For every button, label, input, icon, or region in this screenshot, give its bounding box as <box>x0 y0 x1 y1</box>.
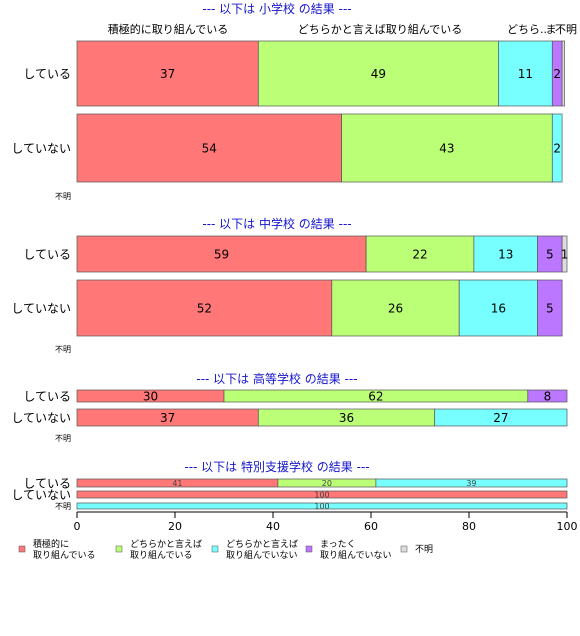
bar-segment <box>473 235 538 273</box>
row-label: している <box>23 476 71 490</box>
data-label: 13 <box>498 247 513 261</box>
legend-label: 取り組んでいる <box>130 549 193 561</box>
data-label: 59 <box>214 247 229 261</box>
header-label: どちらかと言えば取り組んでいる <box>298 23 462 36</box>
header-label: 積極的に取り組んでいる <box>108 22 228 36</box>
data-label: 30 <box>143 389 158 403</box>
row-label: している <box>23 247 71 261</box>
bar-segment <box>537 279 563 337</box>
bar-segment <box>561 40 565 107</box>
legend-label: 不明 <box>415 544 433 555</box>
legend-label: どちらかと言えば <box>226 538 298 550</box>
panel-3: --- 以下は 高等学校 の結果 --- している 30 62 8 していない 37 36 27… <box>11 371 568 443</box>
data-label: 20 <box>322 479 332 488</box>
data-label: 1 <box>561 247 569 261</box>
row-label: 不明 <box>55 192 71 201</box>
row-label: している <box>23 389 71 403</box>
data-label: 41 <box>172 479 182 488</box>
row-label: している <box>23 67 71 81</box>
bar-segment <box>257 40 499 107</box>
bar-segment <box>375 478 568 488</box>
legend-swatch <box>115 545 123 553</box>
legend-label: どちらかと言えば <box>130 538 202 550</box>
bar-segment <box>76 113 342 183</box>
data-label: 37 <box>160 411 175 425</box>
legend-swatch <box>211 545 219 553</box>
x-tick-label: 40 <box>266 520 280 533</box>
legend-label: まったく <box>320 539 356 550</box>
data-label: 16 <box>491 301 506 315</box>
data-label: 2 <box>553 141 561 155</box>
legend: 積極的に取り組んでいるどちらかと言えば取り組んでいるどちらかと言えば取り組んでい… <box>18 538 433 561</box>
data-label: 5 <box>546 301 554 315</box>
bar-segment <box>434 408 568 427</box>
bar-segment <box>76 502 568 510</box>
panel-4: --- 以下は 特別支援学校 の結果 --- している 41 20 39 していない 100… <box>11 459 568 511</box>
legend-swatch <box>400 545 408 553</box>
data-label: 49 <box>371 67 386 81</box>
panel-1: --- 以下は 小学校 の結果 --- 積極的に取り組んでいる どちらかと言えば取り… <box>11 1 577 201</box>
data-label: 54 <box>202 141 217 155</box>
bar-segment <box>561 235 568 273</box>
header-label: どちら.. <box>507 23 547 36</box>
data-label: 36 <box>339 411 354 425</box>
data-label: 100 <box>314 490 329 499</box>
row-label: 不明 <box>55 502 71 511</box>
data-label: 26 <box>388 301 403 315</box>
row-label: していない <box>11 411 71 425</box>
data-label: 62 <box>368 389 383 403</box>
bar-segment <box>537 235 563 273</box>
x-tick-label: 100 <box>557 520 578 533</box>
row-label: 不明 <box>55 434 71 443</box>
legend-label: 積極的に <box>33 538 69 550</box>
data-label: 22 <box>412 247 427 261</box>
chart-panels: --- 以下は 小学校 の結果 --- 積極的に取り組んでいる どちらかと言えば取り… <box>11 1 577 511</box>
data-label: 2 <box>553 67 561 81</box>
bar-segment <box>527 389 568 403</box>
bar-segment <box>76 490 568 499</box>
data-label: 52 <box>197 301 212 315</box>
bar-segment <box>365 235 475 273</box>
bar-segment <box>76 279 333 337</box>
data-label: 43 <box>439 141 454 155</box>
bar-segment <box>331 279 460 337</box>
x-tick-label: 80 <box>462 520 476 533</box>
legend-label: 取り組んでいない <box>226 549 298 561</box>
data-label: 8 <box>544 389 552 403</box>
bar-segment <box>551 113 563 183</box>
legend-swatch <box>18 545 26 553</box>
data-label: 27 <box>493 411 508 425</box>
legend-label: 取り組んでいる <box>33 549 96 561</box>
data-label: 11 <box>518 67 533 81</box>
panel-title: --- 以下は 小学校 の結果 --- <box>202 1 351 16</box>
panel-title: --- 以下は 特別支援学校 の結果 --- <box>184 459 369 474</box>
header-label: 不明 <box>555 23 577 36</box>
row-label: していない <box>11 141 71 155</box>
panel-title: --- 以下は 中学校 の結果 --- <box>202 216 351 231</box>
x-axis: 0 20 40 60 80 100 <box>74 511 578 533</box>
x-tick-label: 0 <box>74 520 81 533</box>
row-label: していない <box>11 488 71 502</box>
row-label: していない <box>11 301 71 315</box>
data-label: 5 <box>546 247 554 261</box>
data-label: 39 <box>466 479 476 488</box>
legend-swatch <box>305 545 313 553</box>
legend-label: 取り組んでいない <box>320 549 392 561</box>
bar-segment <box>458 279 538 337</box>
x-tick-label: 60 <box>364 520 378 533</box>
x-tick-label: 20 <box>168 520 182 533</box>
row-label: 不明 <box>55 345 71 354</box>
data-label: 100 <box>314 502 329 511</box>
panel-title: --- 以下は 高等学校 の結果 --- <box>196 371 357 386</box>
data-label: 37 <box>160 67 175 81</box>
bar-segment <box>76 40 259 107</box>
header-label: ま <box>546 23 557 36</box>
